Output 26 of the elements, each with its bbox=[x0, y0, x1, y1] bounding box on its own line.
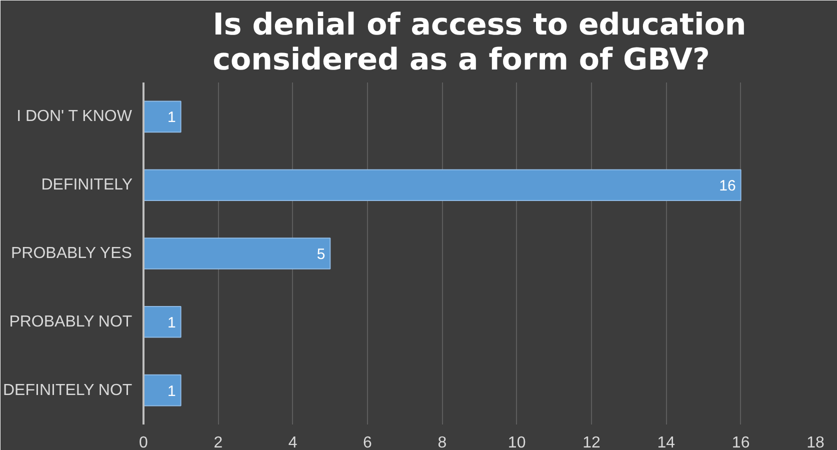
bar bbox=[144, 100, 182, 133]
x-tick-label: 18 bbox=[806, 434, 824, 450]
x-tick-label: 8 bbox=[438, 434, 447, 450]
bar bbox=[144, 238, 331, 270]
y-tick-label: DEFINITELY NOT bbox=[3, 382, 132, 399]
x-tick-label: 2 bbox=[214, 434, 223, 450]
y-tick-label: PROBABLY YES bbox=[10, 245, 132, 262]
x-tick-label: 10 bbox=[508, 434, 526, 450]
bar bbox=[144, 374, 182, 406]
data-label: 1 bbox=[167, 382, 176, 400]
y-tick-label: DEFINITELY bbox=[41, 176, 133, 194]
y-tick-label: I DON' T KNOW bbox=[16, 108, 133, 126]
data-label: 1 bbox=[167, 314, 176, 332]
data-label: 1 bbox=[167, 109, 176, 126]
x-tick-label: 16 bbox=[732, 434, 750, 450]
data-label: 5 bbox=[316, 246, 326, 263]
x-tick-label: 4 bbox=[288, 434, 298, 450]
y-tick-label: PROBABLY NOT bbox=[9, 313, 132, 330]
bar bbox=[144, 169, 742, 201]
bar bbox=[144, 306, 182, 338]
x-tick-label: 12 bbox=[582, 434, 600, 450]
x-tick-label: 14 bbox=[657, 434, 676, 450]
chart-title: Is denial of access to education considered as a form of GBV? bbox=[212, 8, 746, 78]
x-tick-label: 0 bbox=[139, 434, 148, 450]
data-label: 16 bbox=[719, 178, 736, 195]
x-tick-label: 6 bbox=[363, 434, 372, 450]
